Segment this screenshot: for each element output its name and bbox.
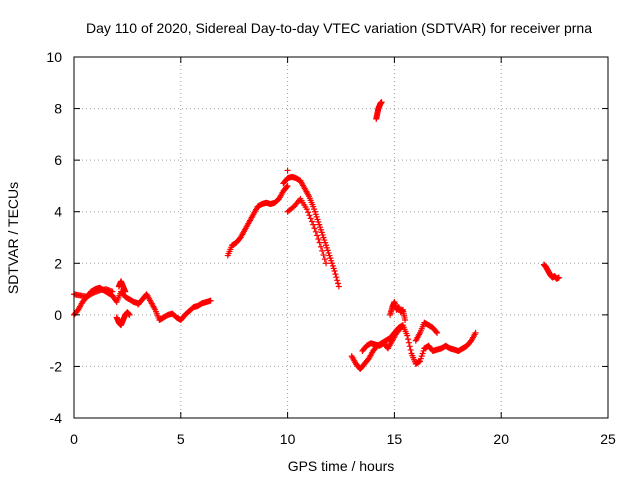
data-point [284, 167, 291, 174]
data-point [396, 325, 403, 332]
data-point [397, 324, 404, 331]
data-point [311, 225, 318, 232]
data-point [332, 271, 339, 278]
data-point [284, 182, 291, 189]
data-point [312, 228, 319, 235]
chart-title: Day 110 of 2020, Sidereal Day-to-day VTE… [86, 20, 592, 36]
data-point [323, 260, 330, 267]
series-seg5-branch [412, 319, 441, 344]
data-point [126, 311, 133, 318]
data-point [317, 243, 324, 250]
y-tick-label: 8 [54, 101, 62, 117]
data-point [122, 288, 129, 295]
data-point [283, 183, 290, 190]
series-seg4 [373, 99, 385, 122]
y-tick-label: 0 [54, 307, 62, 323]
series-seg3-rise [224, 182, 291, 259]
data-point [308, 218, 315, 225]
data-point [331, 268, 338, 275]
data-point [314, 232, 321, 239]
y-tick-labels: -4 -2 0 2 4 6 8 10 [46, 49, 62, 426]
data-point [315, 236, 322, 243]
x-tick-label: 20 [493, 431, 509, 447]
data-point [405, 339, 412, 346]
data-point [407, 346, 414, 353]
data-point [402, 317, 409, 324]
data-point [305, 209, 312, 216]
data-point [303, 206, 310, 213]
series-seg3-spike [284, 167, 291, 174]
series-seg3-peak [280, 173, 342, 290]
grid [74, 57, 608, 418]
data-point [307, 215, 314, 222]
data-point [334, 277, 341, 284]
series-seg1d [115, 278, 129, 295]
series-seg6 [540, 261, 562, 282]
x-tick-labels: 0 5 10 15 20 25 [70, 431, 616, 447]
x-tick-label: 5 [177, 431, 185, 447]
y-tick-label: 2 [54, 255, 62, 271]
series-seg3-lower [284, 195, 330, 267]
data-point [316, 239, 323, 246]
series-seg2 [135, 291, 214, 324]
data-point [404, 332, 411, 339]
data-point [472, 329, 479, 336]
data-point [378, 99, 385, 106]
data-point [555, 274, 562, 281]
data-point [434, 329, 441, 336]
data-point [321, 256, 328, 263]
data-point [320, 252, 327, 259]
data-point [207, 297, 214, 304]
x-tick-label: 0 [70, 431, 78, 447]
data-point [109, 288, 116, 295]
y-tick-label: 6 [54, 152, 62, 168]
data-point [319, 247, 326, 254]
y-axis-title: SDTVAR / TECUs [5, 182, 21, 294]
data-point [335, 283, 342, 290]
data-points [71, 99, 562, 373]
x-tick-label: 10 [280, 431, 296, 447]
x-axis-title: GPS time / hours [288, 458, 395, 474]
x-tick-label: 25 [600, 431, 616, 447]
plot-frame [73, 56, 609, 419]
x-tick-label: 15 [387, 431, 403, 447]
y-tick-label: 4 [54, 204, 62, 220]
axis-ticks [73, 56, 609, 419]
series-seg5-upper [387, 298, 409, 324]
series-seg5-loop [359, 324, 404, 354]
series-seg1c [113, 309, 133, 329]
data-point [310, 221, 317, 228]
data-point [306, 212, 313, 219]
data-point [335, 280, 342, 287]
y-tick-label: -2 [50, 358, 63, 374]
data-point [406, 343, 413, 350]
y-tick-label: -4 [50, 410, 63, 426]
data-point [405, 336, 412, 343]
data-point [433, 328, 440, 335]
y-tick-label: 10 [46, 49, 62, 65]
data-point [333, 274, 340, 281]
